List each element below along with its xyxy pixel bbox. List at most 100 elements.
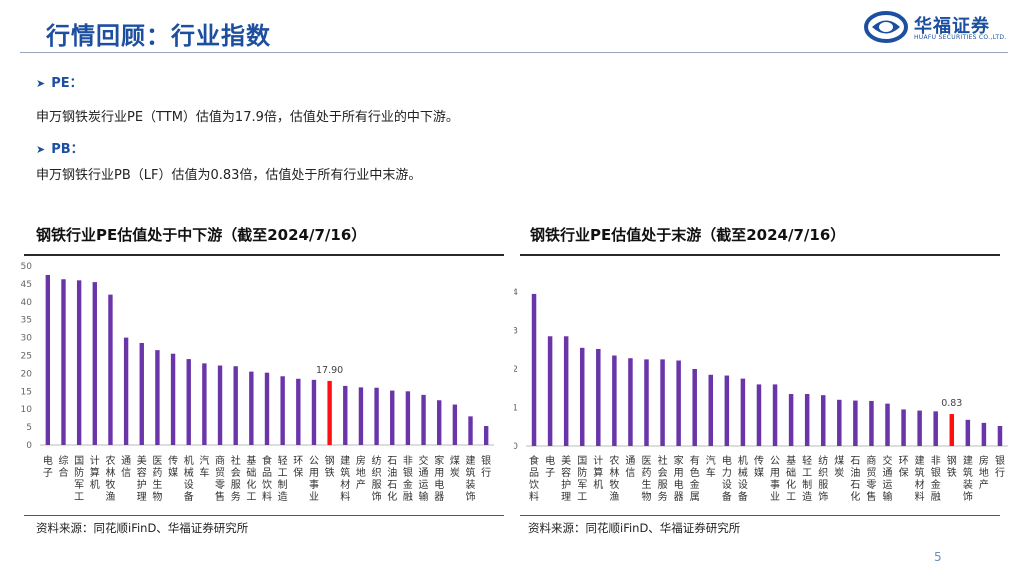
y-tick-label: 1 [514, 404, 518, 414]
x-tick-label: 钢铁 [325, 454, 335, 479]
x-tick-label: 有色金属 [690, 454, 700, 503]
x-tick-label: 钢铁 [947, 454, 957, 479]
bar [390, 390, 395, 445]
x-tick-label: 计算机 [593, 454, 603, 491]
bar [837, 399, 842, 446]
pb-bullet-label: PB： [51, 142, 84, 157]
bar [804, 394, 810, 446]
bar [249, 371, 254, 445]
bar [468, 416, 473, 445]
x-tick-label: 传媒 [754, 455, 764, 479]
bar [483, 426, 489, 445]
bar [563, 336, 569, 446]
x-tick-label: 建筑材料 [915, 454, 925, 503]
y-tick-label: 10 [21, 405, 33, 415]
source-rule-right [520, 515, 1000, 516]
arrow-bullet-icon: ➤ [36, 143, 46, 156]
bar [358, 387, 364, 445]
x-tick-label: 美容护理 [561, 454, 571, 503]
bar [901, 409, 906, 446]
pb-bullet: ➤ PB： [36, 138, 84, 157]
x-tick-label: 传媒 [168, 455, 178, 479]
bar [61, 279, 66, 445]
bar [123, 337, 129, 445]
x-tick-label: 机械设备 [184, 454, 194, 503]
highlight-bar [949, 414, 955, 446]
bar [869, 400, 874, 446]
bar [296, 378, 301, 445]
x-tick-label: 电力设备 [722, 454, 732, 503]
x-tick-label: 石油石化 [850, 456, 860, 503]
y-tick-label: 4 [514, 288, 518, 298]
bar [139, 342, 144, 445]
x-tick-label: 轻工制造 [802, 454, 812, 503]
x-tick-label: 商贸零售 [215, 454, 225, 503]
x-tick-label: 煤炭 [450, 454, 460, 479]
x-tick-label: 环保 [293, 456, 303, 479]
bar [264, 372, 270, 445]
x-tick-label: 环保 [899, 456, 909, 479]
bar [628, 358, 633, 446]
x-tick-label: 基础化工 [786, 454, 796, 503]
x-tick-label: 房地产 [979, 454, 989, 491]
bar [45, 274, 51, 445]
x-tick-label: 食品饮料 [529, 454, 539, 503]
x-tick-label: 非银金融 [931, 455, 941, 503]
bar [92, 282, 97, 445]
bar [531, 293, 537, 446]
bar [280, 376, 285, 445]
y-tick-label: 3 [514, 327, 518, 337]
pe-text: 申万钢铁炭行业PE（TTM）估值为17.9倍，估值处于所有行业的中下游。 [36, 110, 459, 125]
highlight-data-label: 0.83 [941, 398, 962, 409]
highlight-data-label: 17.90 [316, 365, 343, 376]
y-tick-label: 0 [26, 441, 32, 451]
bar [820, 395, 826, 446]
x-tick-label: 国防军工 [74, 455, 84, 503]
x-tick-label: 农林牧渔 [105, 454, 115, 503]
bar [217, 365, 223, 445]
logo-subtext: HUAFU SECURITIES CO.,LTD. [914, 34, 1007, 41]
x-tick-label: 计算机 [90, 454, 100, 491]
bar [756, 384, 762, 446]
bar [421, 394, 426, 445]
bar [933, 411, 938, 446]
x-tick-label: 汽车 [706, 454, 716, 479]
bar [374, 387, 379, 445]
x-tick-label: 石油石化 [387, 456, 397, 503]
x-tick-label: 家用电器 [674, 454, 684, 503]
bar [405, 391, 411, 445]
pe-bullet-label: PE： [51, 76, 83, 91]
chart2-title: 钢铁行业PE估值处于末游（截至2024/7/16） [530, 226, 846, 244]
bar [885, 403, 890, 446]
bar [660, 359, 665, 446]
arrow-bullet-icon: ➤ [36, 77, 46, 90]
bar [612, 355, 617, 446]
x-tick-label: 银行 [481, 454, 491, 479]
bar [965, 419, 971, 446]
x-tick-label: 轻工制造 [278, 454, 288, 503]
pe-chart: 0 5 10 15 20 25 30 35 40 45 50 电子综合国防军工计算机农林牧渔通信美容护… [21, 262, 494, 503]
x-tick-label: 银行 [995, 454, 1005, 479]
logo-emblem-icon [864, 11, 908, 43]
x-tick-label: 建筑装饰 [963, 454, 973, 503]
pe-bullet: ➤ PE： [36, 72, 83, 91]
bar [692, 369, 697, 446]
bar [437, 400, 442, 445]
x-tick-label: 商贸零售 [866, 454, 876, 503]
y-tick-label: 20 [21, 369, 33, 379]
x-tick-label: 公用事业 [770, 456, 780, 503]
source-note-right: 资料来源：同花顺iFinD、华福证券研究所 [528, 521, 741, 535]
bar [853, 400, 858, 446]
x-tick-label: 电子 [545, 454, 555, 479]
bar [202, 363, 207, 445]
bar [186, 359, 191, 445]
bar [708, 374, 714, 446]
company-logo: 华福证券 HUAFU SECURITIES CO.,LTD. [864, 10, 1014, 46]
bar [108, 294, 113, 445]
x-tick-label: 家用电器 [434, 454, 444, 503]
x-tick-label: 社会服务 [231, 454, 241, 503]
pb-chart: 0 1 2 3 4 食品饮料电子美容护理国防军工计算机农林牧渔通信医药生物社会服务家用电器… [514, 288, 1008, 503]
bar [676, 360, 681, 446]
x-tick-label: 建筑装饰 [466, 454, 476, 503]
bar [233, 366, 238, 445]
